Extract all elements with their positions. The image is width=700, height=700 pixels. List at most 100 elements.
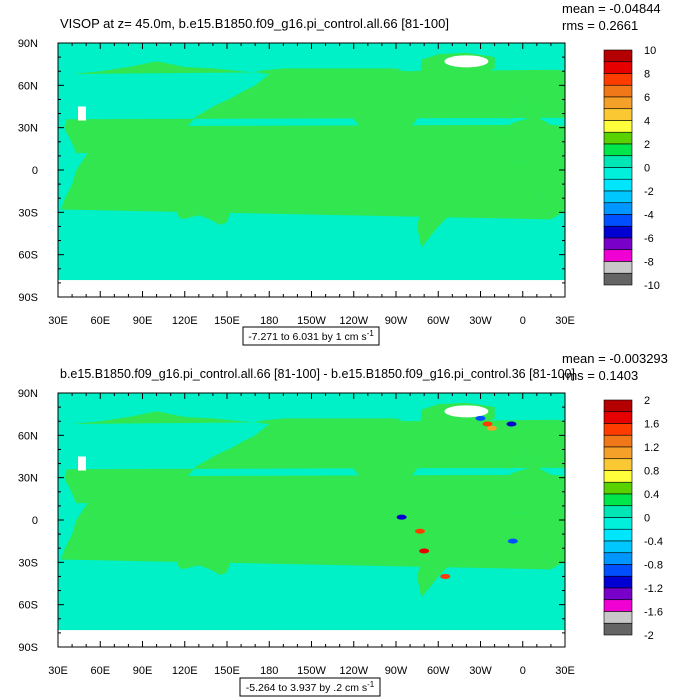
- anomaly-mark: [486, 425, 497, 431]
- x-tick-label: 30W: [469, 315, 492, 327]
- x-tick-label: 30E: [555, 315, 575, 327]
- x-tick-label: 150W: [297, 665, 326, 677]
- y-tick-label: 60S: [18, 600, 38, 612]
- colorbar-box: [603, 225, 633, 239]
- anomaly-mark: [482, 421, 493, 427]
- colorbar-box: [603, 399, 633, 413]
- ice-patch: [78, 106, 86, 121]
- x-tick-label: 0: [520, 315, 526, 327]
- x-tick-label: 180: [260, 665, 278, 677]
- anomaly-mark: [414, 528, 425, 534]
- colorbar-box: [603, 202, 633, 215]
- x-tick-label: 30E: [555, 665, 575, 677]
- land-mass: [176, 535, 232, 575]
- colorbar-box: [603, 446, 633, 460]
- ice-cap: [444, 55, 489, 68]
- land-mass: [60, 117, 551, 220]
- colorbar-label: -1.6: [644, 607, 663, 619]
- colorbar-box: [603, 493, 633, 507]
- colorbar-box: [603, 261, 633, 274]
- y-tick-label: 30N: [18, 123, 38, 135]
- y-tick-label: 90N: [18, 38, 38, 50]
- colorbar-box: [603, 49, 633, 63]
- colorbar-box: [603, 131, 633, 145]
- anomaly-mark: [506, 421, 517, 427]
- colorbar-label: 1.6: [644, 419, 659, 431]
- colorbar-label: 0.4: [644, 489, 659, 501]
- x-tick-label: 120W: [339, 665, 368, 677]
- land-mass: [683, 186, 700, 226]
- contour-info-box: [242, 326, 380, 346]
- colorbar-box: [603, 564, 633, 577]
- x-tick-label: 60W: [427, 665, 450, 677]
- x-tick-label: 30E: [48, 665, 68, 677]
- colorbar-box: [603, 528, 633, 542]
- contour-info-text: -7.271 to 6.031 by 1 cm s: [248, 331, 366, 343]
- land-mass: [65, 61, 563, 168]
- colorbar-box: [603, 599, 633, 612]
- colorbar-label: 0.8: [644, 466, 659, 478]
- y-tick-label: 90S: [18, 292, 38, 304]
- land-mass: [508, 419, 565, 470]
- stat-rms: rms = 0.1403: [562, 368, 638, 383]
- colorbar-box: [603, 470, 633, 483]
- colorbar-label: 2: [644, 139, 650, 151]
- y-tick-label: 60N: [18, 80, 38, 92]
- colorbar-box: [603, 214, 633, 227]
- colorbar-label: 4: [644, 116, 650, 128]
- x-tick-label: 90E: [133, 665, 153, 677]
- y-tick-label: 90N: [18, 388, 38, 400]
- colorbar-box: [603, 517, 633, 530]
- y-tick-label: 0: [32, 515, 38, 527]
- colorbar-label: -4: [644, 210, 654, 222]
- colorbar-box: [603, 411, 633, 424]
- land-mass: [508, 69, 565, 120]
- colorbar-box: [603, 575, 633, 589]
- x-tick-label: 120E: [172, 665, 198, 677]
- anomaly-mark: [507, 538, 518, 544]
- stat-rms: rms = 0.2661: [562, 18, 638, 33]
- y-tick-label: 30S: [18, 557, 38, 569]
- colorbar-box: [603, 73, 633, 86]
- x-tick-label: 90E: [133, 315, 153, 327]
- colorbar-box: [603, 108, 633, 121]
- contour-info-sup: -1: [367, 680, 375, 689]
- x-tick-label: 150E: [214, 665, 240, 677]
- colorbar-label: 8: [644, 69, 650, 81]
- colorbar-box: [603, 458, 633, 471]
- panel-title: b.e15.B1850.f09_g16.pi_control.all.66 [8…: [60, 367, 575, 381]
- contour-info-text: -5.264 to 3.937 by .2 cm s: [246, 682, 367, 694]
- map-field: [58, 393, 700, 647]
- colorbar-box: [603, 587, 633, 601]
- y-tick-label: 60N: [18, 430, 38, 442]
- land-mass: [498, 117, 565, 220]
- panel-title: VISOP at z= 45.0m, b.e15.B1850.f09_g16.p…: [60, 16, 449, 31]
- y-tick-label: 0: [32, 165, 38, 177]
- x-tick-label: 150W: [297, 315, 326, 327]
- stat-mean: mean = -0.04844: [562, 1, 661, 16]
- stat-mean: mean = -0.003293: [562, 351, 668, 366]
- colorbar-box: [603, 120, 633, 133]
- panel-2: 30E 60E 90E 120E 150E 180 150W 120W 90W 60W 30W 0 30…: [18, 351, 700, 697]
- colorbar-box: [603, 481, 633, 495]
- x-tick-label: 90W: [385, 665, 408, 677]
- land-mass: [683, 536, 700, 576]
- anomaly-mark: [440, 573, 451, 579]
- x-tick-label: 60E: [90, 665, 110, 677]
- colorbar-label: -1.2: [644, 583, 663, 595]
- x-tick-label: 30W: [469, 665, 492, 677]
- ice-patch: [78, 456, 86, 471]
- contour-info: -7.271 to 6.031 by 1 cm s-1: [248, 329, 374, 343]
- colorbar-box: [603, 434, 633, 448]
- contour-info: -5.264 to 3.937 by .2 cm s-1: [246, 680, 375, 694]
- colorbar-box: [603, 552, 633, 565]
- ice-cap: [444, 405, 489, 418]
- colorbar-label: 2: [644, 395, 650, 407]
- x-tick-label: 150E: [214, 315, 240, 327]
- colorbar-box: [603, 622, 633, 636]
- colorbar-label: 6: [644, 92, 650, 104]
- colorbar-label: -10: [644, 280, 660, 292]
- colorbar-label: 1.2: [644, 442, 659, 454]
- anomaly-mark: [419, 548, 430, 554]
